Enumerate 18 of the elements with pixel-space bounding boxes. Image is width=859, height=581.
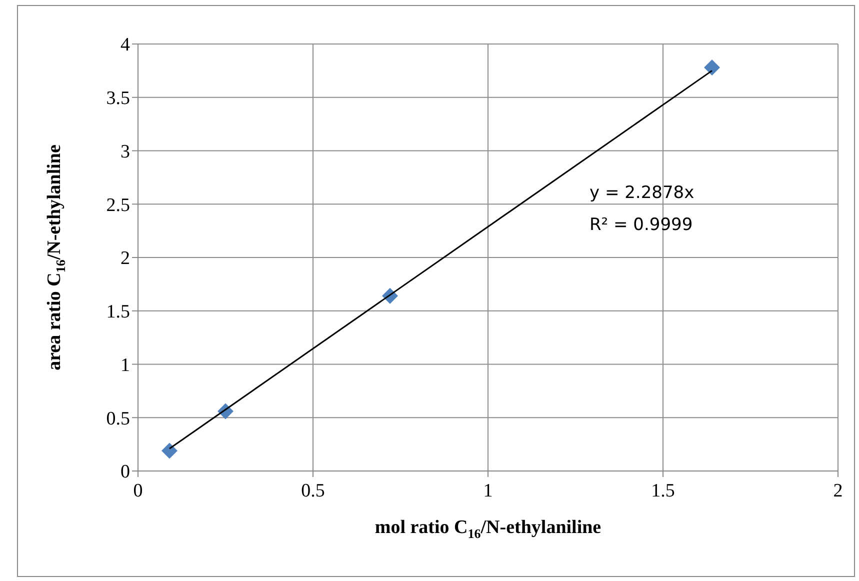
y-tick-label: 2 bbox=[120, 248, 130, 270]
x-axis-title: mol ratio C$_{16}$/N-ethylaniline bbox=[374, 517, 602, 541]
point bbox=[704, 59, 720, 76]
x-tick-label: 0.5 bbox=[301, 480, 325, 502]
y-tick-label: 4 bbox=[120, 34, 130, 56]
y-tick-label: 2.5 bbox=[106, 194, 130, 216]
y-tick-label: 0 bbox=[120, 462, 130, 483]
x-tick-label: 2 bbox=[833, 480, 843, 502]
y-tick-label: 3 bbox=[120, 141, 130, 162]
x-tick-label: 1 bbox=[483, 480, 493, 502]
annotation: R² = 0.9999 bbox=[590, 214, 693, 235]
y-tick-label: 1 bbox=[120, 354, 130, 376]
y-tick-label: 0.5 bbox=[106, 408, 130, 430]
x-tick-label: 1.5 bbox=[651, 480, 675, 502]
point bbox=[162, 442, 178, 459]
annotation: y = 2.2878x bbox=[590, 182, 694, 203]
y-tick-label: 1.5 bbox=[106, 302, 130, 323]
y-tick-label: 3.5 bbox=[106, 88, 130, 110]
